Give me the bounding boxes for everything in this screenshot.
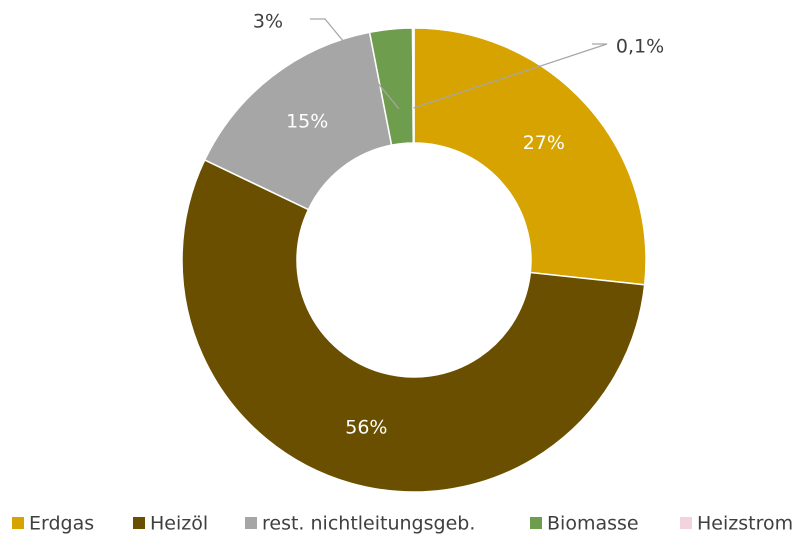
data-label: 56%	[345, 416, 387, 438]
legend-label: Heizstrom	[697, 513, 793, 535]
legend-swatch	[680, 517, 692, 529]
leader-line	[413, 43, 608, 109]
donut-slice	[203, 31, 393, 211]
legend-label: Erdgas	[29, 513, 94, 535]
leader-line	[310, 18, 400, 110]
legend-swatch	[133, 517, 145, 529]
legend-swatch	[530, 517, 542, 529]
legend-swatch	[12, 517, 24, 529]
legend-label: rest. nichtleitungsgeb.	[262, 513, 475, 535]
donut-slice	[411, 27, 415, 144]
data-label: 15%	[286, 111, 328, 133]
legend-label: Biomasse	[547, 513, 639, 535]
legend-swatch	[245, 517, 257, 529]
donut-slice	[181, 158, 646, 493]
data-label: 27%	[523, 132, 565, 154]
data-label: 0,1%	[616, 36, 664, 58]
donut-slice	[413, 27, 647, 286]
legend-label: Heizöl	[150, 513, 208, 535]
data-label: 3%	[253, 11, 283, 33]
